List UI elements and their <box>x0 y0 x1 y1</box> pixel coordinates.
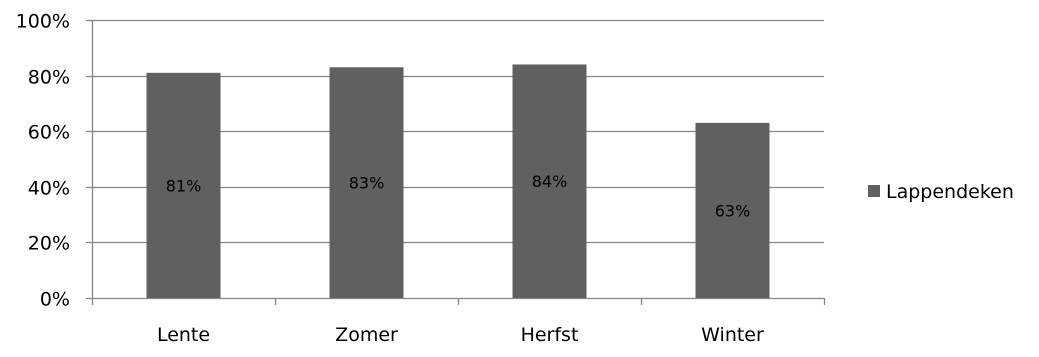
category-labels: Lente Zomer Herfst Winter <box>157 324 764 346</box>
data-label: 81% <box>166 176 202 195</box>
data-label: 63% <box>715 201 751 220</box>
legend-swatch <box>868 185 880 197</box>
axes <box>86 19 826 305</box>
y-tick-label: 40% <box>28 178 70 200</box>
y-tick-label: 0% <box>40 289 70 311</box>
y-tick-label: 20% <box>28 233 70 255</box>
y-tick-labels: 0% 20% 40% 60% 80% 100% <box>16 11 70 311</box>
legend-label: Lappendeken <box>886 181 1014 203</box>
category-label: Lente <box>157 324 210 346</box>
category-label: Herfst <box>521 324 579 346</box>
bar <box>695 122 770 298</box>
bars <box>146 64 770 298</box>
bar <box>329 67 404 298</box>
data-label: 83% <box>349 174 385 193</box>
legend: Lappendeken <box>868 181 1014 203</box>
bar <box>512 64 587 298</box>
data-label: 84% <box>532 172 568 191</box>
y-tick-label: 80% <box>28 67 70 89</box>
data-labels: 81% 83% 84% 63% <box>166 172 751 220</box>
bar <box>146 72 221 298</box>
y-tick-label: 100% <box>16 11 70 33</box>
category-label: Winter <box>701 324 764 346</box>
category-label: Zomer <box>335 324 398 346</box>
y-tick-label: 60% <box>28 122 70 144</box>
